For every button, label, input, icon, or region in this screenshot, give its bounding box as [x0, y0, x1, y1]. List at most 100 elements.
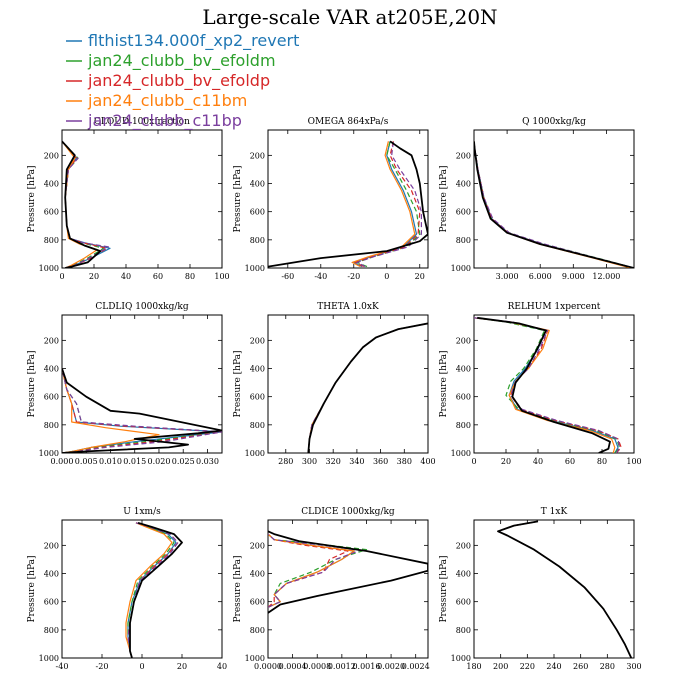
x-tick-label: 12.000: [592, 272, 620, 281]
x-tick-label: 100: [214, 272, 229, 281]
y-tick-label: 600: [250, 208, 265, 217]
y-tick-label: 600: [456, 393, 471, 402]
x-tick-label: 360: [373, 457, 388, 466]
x-tick-label: 320: [326, 457, 341, 466]
x-tick-label: 0.025: [172, 457, 195, 466]
x-tick-label: 0.030: [196, 457, 219, 466]
x-tick-label: 60: [153, 272, 163, 281]
x-tick-label: 0.0000: [254, 662, 282, 671]
control-line: [268, 530, 428, 614]
y-tick-label: 400: [250, 180, 265, 189]
panel-title: CLOUD 100xfraction: [94, 117, 190, 127]
legend-entry: jan24_clubb_bv_efoldp: [87, 71, 270, 91]
y-tick-label: 800: [456, 236, 471, 245]
x-tick-label: 0.005: [75, 457, 98, 466]
panel-5: THETA 1.0xK Pressure [hPa] 200 400 600 800 100…: [233, 302, 436, 466]
figure-title: Large-scale VAR at205E,20N: [202, 5, 497, 29]
plot-frame: [473, 314, 635, 454]
legend-entry: jan24_clubb_c11bm: [87, 91, 247, 111]
x-tick-label: 20: [89, 272, 99, 281]
x-tick-label: 220: [520, 662, 535, 671]
panel-title: THETA 1.0xK: [317, 302, 379, 312]
y-tick-label: 200: [44, 336, 59, 345]
panel-title: CLDLIQ 1000xkg/kg: [95, 302, 189, 312]
control-line: [307, 322, 428, 453]
control-line: [268, 140, 428, 268]
legend-entry: flthist134.000f_xp2_revert: [88, 31, 299, 51]
panel-title: U 1xm/s: [123, 507, 161, 517]
y-tick-label: 800: [250, 626, 265, 635]
x-tick-label: 200: [493, 662, 508, 671]
y-axis-label: Pressure [hPa]: [233, 350, 243, 417]
x-tick-label: 60: [565, 457, 575, 466]
series-group: [307, 322, 428, 453]
y-axis-label: Pressure [hPa]: [439, 555, 449, 622]
control-line: [474, 141, 634, 268]
panel-title: T 1xK: [541, 507, 568, 517]
x-tick-label: -20: [347, 272, 360, 281]
y-tick-label: 200: [250, 151, 265, 160]
x-tick-label: 100: [626, 457, 641, 466]
series-group: [125, 521, 183, 658]
y-tick-label: 800: [250, 421, 265, 430]
series-group: [62, 140, 111, 268]
y-tick-label: 1000: [245, 264, 265, 273]
x-tick-label: 0.015: [123, 457, 146, 466]
series-line-5: [62, 140, 109, 268]
y-tick-label: 800: [44, 236, 59, 245]
series-line-4: [474, 317, 616, 453]
y-tick-label: 1000: [451, 264, 471, 273]
y-tick-label: 800: [250, 236, 265, 245]
series-line-5: [127, 522, 179, 658]
panel-3: Q 1000xkg/kg Pressure [hPa] 200 400 600 800 10…: [439, 117, 635, 281]
x-tick-label: 340: [349, 457, 364, 466]
y-tick-label: 600: [44, 393, 59, 402]
panel-8: CLDICE 1000xkg/kg Pressure [hPa] 200 400 600…: [233, 507, 430, 671]
series-line-5: [474, 317, 621, 453]
legend-entry: jan24_clubb_bv_efoldm: [87, 51, 276, 71]
y-axis-label: Pressure [hPa]: [439, 350, 449, 417]
y-tick-label: 1000: [245, 654, 265, 663]
plot-frame: [61, 129, 223, 269]
y-tick-label: 400: [44, 570, 59, 579]
x-tick-label: 0.0008: [303, 662, 331, 671]
y-tick-label: 400: [456, 180, 471, 189]
x-tick-label: 40: [217, 662, 227, 671]
y-tick-label: 600: [456, 208, 471, 217]
series-group: [474, 141, 634, 268]
x-tick-label: 0.0016: [352, 662, 380, 671]
control-line: [129, 521, 183, 658]
series-group: [474, 316, 622, 453]
x-tick-label: 0.010: [99, 457, 122, 466]
x-tick-label: 300: [302, 457, 317, 466]
y-tick-label: 1000: [451, 654, 471, 663]
x-tick-label: 0.0012: [328, 662, 356, 671]
x-tick-label: 380: [397, 457, 412, 466]
x-tick-label: 0.0020: [377, 662, 405, 671]
x-tick-label: -40: [314, 272, 327, 281]
x-tick-label: 6.000: [529, 272, 552, 281]
y-axis-label: Pressure [hPa]: [27, 350, 37, 417]
x-tick-label: 0.0004: [279, 662, 307, 671]
y-tick-label: 200: [250, 336, 265, 345]
x-tick-label: 9.000: [562, 272, 585, 281]
y-tick-label: 800: [456, 626, 471, 635]
x-tick-label: 3.000: [496, 272, 519, 281]
series-line-4: [125, 522, 173, 658]
x-tick-label: 180: [466, 662, 481, 671]
series-line-4: [351, 141, 416, 268]
y-tick-label: 1000: [39, 654, 59, 663]
y-axis-label: Pressure [hPa]: [27, 165, 37, 232]
legend-entry: jan24_clubb_c11bp: [87, 111, 242, 131]
x-tick-label: 0: [384, 272, 389, 281]
x-tick-label: 20: [415, 272, 425, 281]
y-tick-label: 800: [44, 421, 59, 430]
panel-title: CLDICE 1000xkg/kg: [301, 507, 395, 517]
series-line-4: [62, 140, 98, 268]
y-tick-label: 400: [44, 365, 59, 374]
